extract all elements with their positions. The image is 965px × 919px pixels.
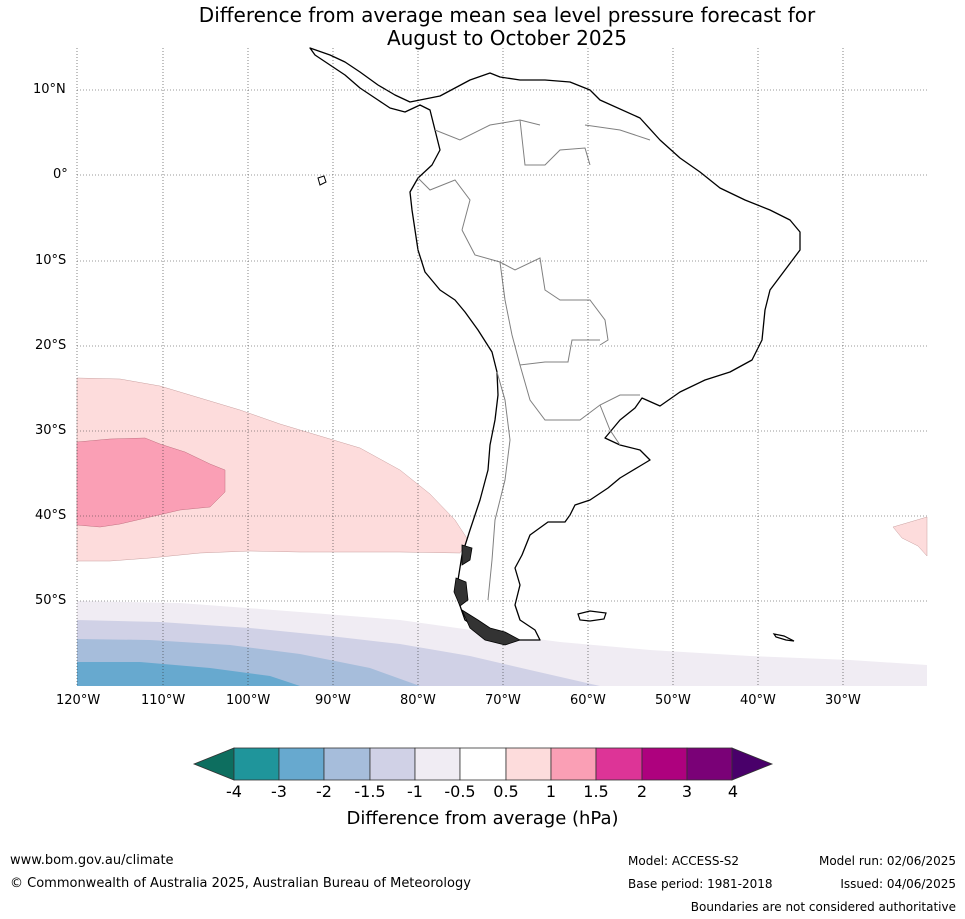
website-link[interactable]: www.bom.gov.au/climate — [10, 853, 174, 868]
land-outline — [309, 47, 801, 646]
colorbar-tick: -1.5 — [354, 782, 386, 801]
lon-label: 40°W — [740, 693, 776, 708]
lon-label: 90°W — [315, 693, 351, 708]
title-line-1: Difference from average mean sea level p… — [198, 3, 816, 27]
colorbar-bin — [278, 747, 325, 781]
country-borders — [417, 119, 651, 601]
lon-label: 60°W — [570, 693, 606, 708]
colorbar-bin — [369, 747, 416, 781]
colorbar-tick: -1 — [407, 782, 423, 801]
colorbar-bin — [414, 747, 461, 781]
colorbar-bin — [233, 747, 280, 781]
anomaly-region-east — [892, 516, 928, 557]
lon-label: 70°W — [485, 693, 521, 708]
lat-label: 10°N — [33, 82, 66, 97]
colorbar-tick: -3 — [271, 782, 287, 801]
colorbar-extend-low — [192, 747, 235, 781]
south-america-outline — [309, 47, 801, 641]
chile-archipelago — [453, 544, 522, 646]
lon-label: 30°W — [825, 693, 861, 708]
model-run: Model run: 02/06/2025 — [818, 854, 956, 868]
colorbar-tick: -2 — [316, 782, 332, 801]
lon-label: 110°W — [141, 693, 186, 708]
colorbar-tick: 3 — [681, 782, 693, 801]
colorbar-bin — [459, 747, 507, 781]
colorbar-bin — [323, 747, 371, 781]
colorbar-bin — [686, 747, 733, 781]
colorbar-tick: 4 — [727, 782, 739, 801]
lat-grid — [77, 89, 927, 602]
base-period: Base period: 1981-2018 — [628, 877, 773, 891]
copyright: © Commonwealth of Australia 2025, Austra… — [10, 876, 471, 891]
anomaly-fields — [76, 377, 928, 686]
colorbar-tick: 1.5 — [583, 782, 609, 801]
colorbar-tick: -4 — [226, 782, 242, 801]
boundary-disclaimer: Boundaries are not considered authoritat… — [690, 900, 956, 914]
colorbar-extend-high — [731, 747, 774, 781]
colorbar-tick: 2 — [636, 782, 648, 801]
lon-label: 50°W — [655, 693, 691, 708]
lat-label: 50°S — [35, 593, 67, 608]
lat-label: 10°S — [35, 253, 67, 268]
galapagos — [317, 175, 327, 186]
colorbar-tick: -0.5 — [444, 782, 476, 801]
colorbar-bin — [550, 747, 597, 781]
falkland-islands — [577, 610, 607, 622]
issued-date: Issued: 04/06/2025 — [840, 877, 956, 891]
colorbar-tick: 0.5 — [493, 782, 519, 801]
map-title: Difference from average mean sea level p… — [0, 4, 965, 50]
colorbar-bin — [595, 747, 643, 781]
colorbar-label: Difference from average (hPa) — [346, 808, 619, 829]
lat-label: 20°S — [35, 338, 67, 353]
lat-label: 40°S — [35, 508, 67, 523]
south-georgia — [772, 633, 795, 642]
title-line-2: August to October 2025 — [386, 26, 628, 50]
lat-label: 30°S — [35, 423, 67, 438]
colorbar-bin — [505, 747, 552, 781]
model-name: Model: ACCESS-S2 — [628, 854, 740, 868]
colorbar — [192, 747, 774, 781]
colorbar-tick: 1 — [545, 782, 557, 801]
anomaly-region-pos-1 — [76, 437, 226, 528]
colorbar-bin — [641, 747, 688, 781]
lon-grid — [76, 48, 844, 686]
anomaly-region-pos-0-5 — [76, 377, 469, 562]
lon-label: 100°W — [226, 693, 271, 708]
lat-label: 0° — [53, 167, 68, 182]
anomaly-region-neg-2 — [77, 662, 300, 686]
lon-label: 120°W — [56, 693, 101, 708]
lon-label: 80°W — [400, 693, 436, 708]
